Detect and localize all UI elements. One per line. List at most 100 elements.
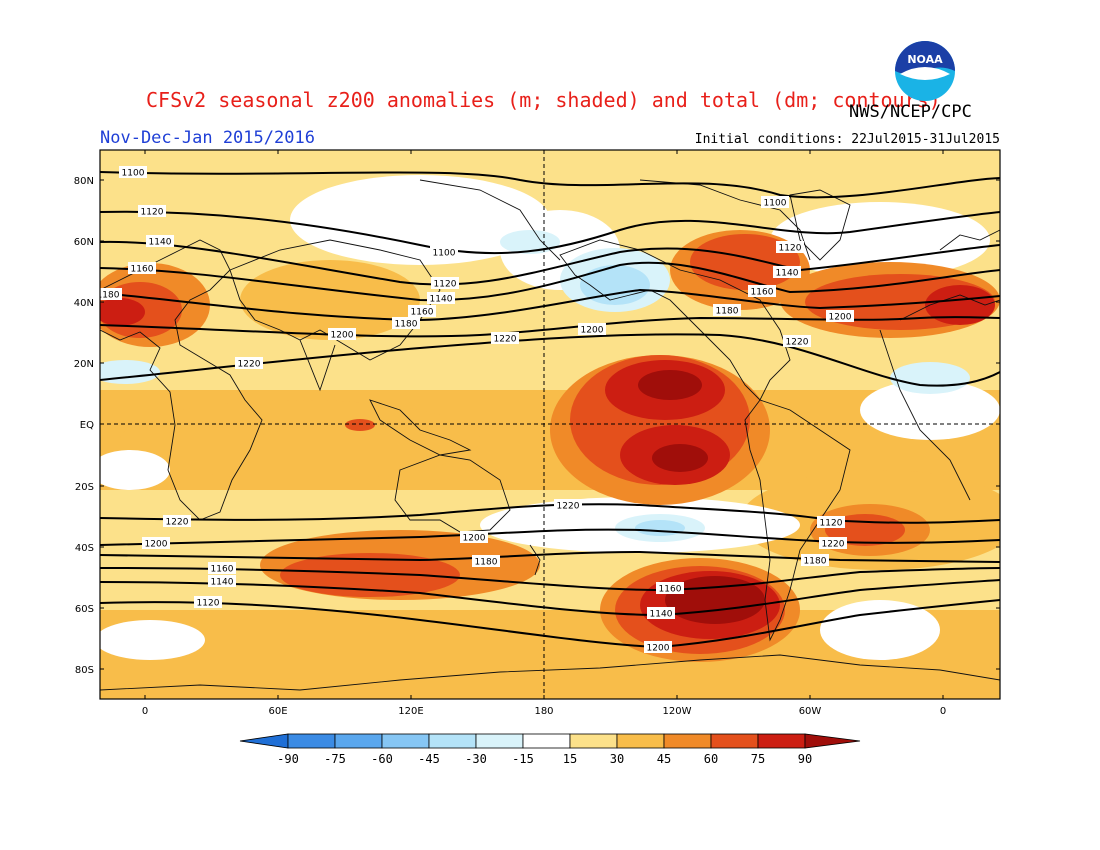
contour-label: 1140 — [211, 578, 234, 588]
contour-1120-nh — [100, 210, 1000, 255]
contour-1140-sh — [100, 579, 1000, 617]
lon-label-2: 120E — [398, 706, 423, 717]
lat-label-60n: 60N — [74, 237, 94, 248]
contour-label-box — [460, 531, 488, 543]
contour-1100-nh — [100, 171, 1000, 199]
colorbar-swatch — [522, 733, 571, 749]
contour-1160-sh — [100, 567, 1000, 592]
contour-label: 1200 — [331, 331, 354, 341]
contour-label-box — [713, 304, 741, 316]
contour-label-box — [761, 196, 789, 208]
agency-label: NWS/NCEP/CPC — [849, 102, 972, 122]
colorbar-right-arrow — [804, 733, 861, 749]
contour-label: 1140 — [149, 238, 172, 248]
contour-label-box — [119, 166, 147, 178]
noaa-logo-text: NOAA — [907, 53, 943, 66]
contour-label-box — [644, 641, 672, 653]
contour-label: 1220 — [557, 502, 580, 512]
contour-label: 1120 — [779, 244, 802, 254]
contour-label-box — [491, 332, 519, 344]
contour-label-box — [163, 515, 191, 527]
contour-label-box — [554, 499, 582, 511]
colorbar-swatch — [710, 733, 759, 749]
lon-label-6: 0 — [940, 706, 946, 717]
contour-label: 1220 — [786, 338, 809, 348]
colorbar-label: -30 — [465, 752, 487, 766]
colorbar-label: 90 — [798, 752, 812, 766]
colorbar-swatch — [757, 733, 806, 749]
colorbar: -90 -75 -60 -45 -30 -15 15 30 45 60 75 90 — [239, 733, 861, 766]
coastlines — [100, 179, 1000, 691]
contour-label-box — [208, 562, 236, 574]
colorbar-label: 75 — [751, 752, 765, 766]
contour-1220-sh — [100, 503, 1000, 524]
contour-label-box — [100, 288, 122, 300]
reference-lines — [100, 150, 1000, 699]
contour-label-box — [826, 310, 854, 322]
contour-1140-nh — [100, 240, 1000, 286]
contour-label: 1100 — [122, 169, 145, 179]
contour-1180-sh — [100, 550, 1000, 563]
contour-label: 1140 — [430, 295, 453, 305]
noaa-logo: NOAA — [895, 41, 955, 101]
initial-conditions: Initial conditions: 22Jul2015-31Jul2015 — [694, 132, 1000, 147]
contour-label: 1200 — [829, 313, 852, 323]
contour-label-box — [817, 516, 845, 528]
contour-label: 1120 — [197, 599, 220, 609]
contour-label: 1180 — [475, 558, 498, 568]
contour-label: 1140 — [776, 269, 799, 279]
contour-label: 1120 — [820, 519, 843, 529]
contour-label: 1120 — [434, 280, 457, 290]
colorbar-label: 45 — [657, 752, 671, 766]
contour-label: 1160 — [659, 585, 682, 595]
contour-1200-sh — [100, 528, 1000, 546]
lat-label-20n: 20N — [74, 359, 94, 370]
colorbar-swatch — [616, 733, 665, 749]
contour-label-box — [578, 323, 606, 335]
contour-label: 1220 — [822, 540, 845, 550]
contour-label: 1200 — [647, 644, 670, 654]
contour-label-box — [783, 335, 811, 347]
contour-label-box — [328, 328, 356, 340]
contour-label: 1180 — [97, 291, 120, 301]
contour-1200-nh — [100, 316, 1000, 338]
contour-label-box — [776, 241, 804, 253]
contour-label-box — [431, 277, 459, 289]
contour-label-box — [656, 582, 684, 594]
contour-label-box — [235, 357, 263, 369]
colorbar-swatch — [381, 733, 430, 749]
lat-label-eq: EQ — [80, 420, 94, 431]
contour-label-box — [408, 305, 436, 317]
longitude-axis: 0 60E 120E 180 120W 60W 0 — [142, 150, 946, 717]
contour-label: 1140 — [650, 610, 673, 620]
lat-label-40n: 40N — [74, 298, 94, 309]
contour-label: 1200 — [145, 540, 168, 550]
contour-label-box — [128, 262, 156, 274]
forecast-period: Nov-Dec-Jan 2015/2016 — [100, 128, 315, 148]
contour-label: 1180 — [804, 557, 827, 567]
contour-label-box — [194, 596, 222, 608]
contour-label: 1160 — [751, 288, 774, 298]
contour-label: 1220 — [166, 518, 189, 528]
lon-label-4: 120W — [663, 706, 692, 717]
chart-title: CFSv2 seasonal z200 anomalies (m; shaded… — [146, 88, 941, 112]
contour-1160-nh — [100, 261, 1000, 302]
colorbar-label: 60 — [704, 752, 718, 766]
contour-label: 1160 — [211, 565, 234, 575]
colorbar-label: -15 — [512, 752, 534, 766]
lat-label-60s: 60S — [75, 604, 94, 615]
latitude-axis: 80N 60N 40N 20N EQ 20S 40S 60S 80S — [74, 176, 1000, 676]
lon-label-1: 60E — [268, 706, 287, 717]
colorbar-swatch — [428, 733, 477, 749]
colorbar-swatch — [287, 733, 336, 749]
contour-label-box — [472, 555, 500, 567]
contour-label-box — [392, 317, 420, 329]
contour-1120-sh — [100, 599, 1000, 649]
contour-label: 1100 — [764, 199, 787, 209]
contour-label: 1220 — [494, 335, 517, 345]
lon-label-5: 60W — [799, 706, 822, 717]
colorbar-label: 30 — [610, 752, 624, 766]
lon-label-0: 0 — [142, 706, 148, 717]
contour-label-box — [427, 292, 455, 304]
contour-label-box — [142, 537, 170, 549]
